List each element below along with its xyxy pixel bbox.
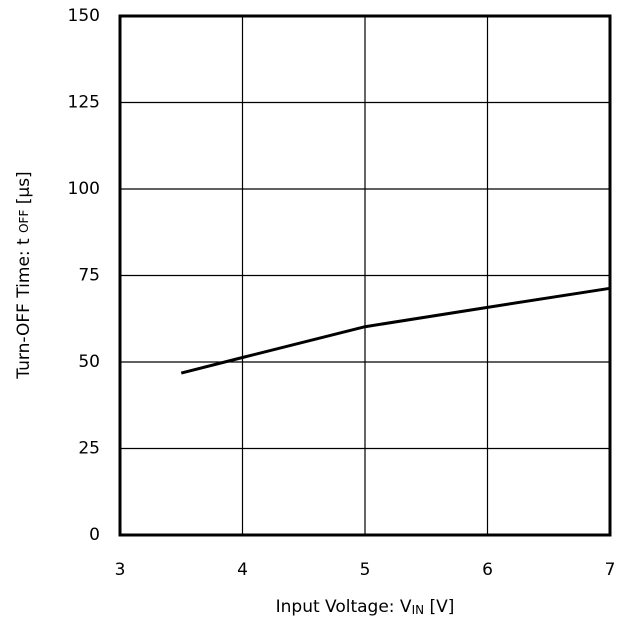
y-tick-label: 125 xyxy=(68,93,100,113)
y-tick-label: 100 xyxy=(68,179,100,199)
y-tick-label: 25 xyxy=(78,439,100,459)
plot-frame xyxy=(118,14,612,537)
x-tick-label: 3 xyxy=(115,560,126,580)
x-tick-label: 4 xyxy=(237,560,248,580)
y-tick-label: 50 xyxy=(78,352,100,372)
y-axis-label: Turn-OFF Time: t OFF [µs] xyxy=(14,171,34,379)
data-line xyxy=(180,286,611,375)
x-axis-label: Input Voltage: VIN [V] xyxy=(276,597,455,617)
y-tick-label: 150 xyxy=(68,6,100,26)
y-tick-label: 75 xyxy=(78,266,100,286)
x-tick-label: 5 xyxy=(360,560,371,580)
x-tick-label: 6 xyxy=(482,560,493,580)
y-tick-label: 0 xyxy=(89,525,100,545)
x-tick-label: 7 xyxy=(605,560,616,580)
